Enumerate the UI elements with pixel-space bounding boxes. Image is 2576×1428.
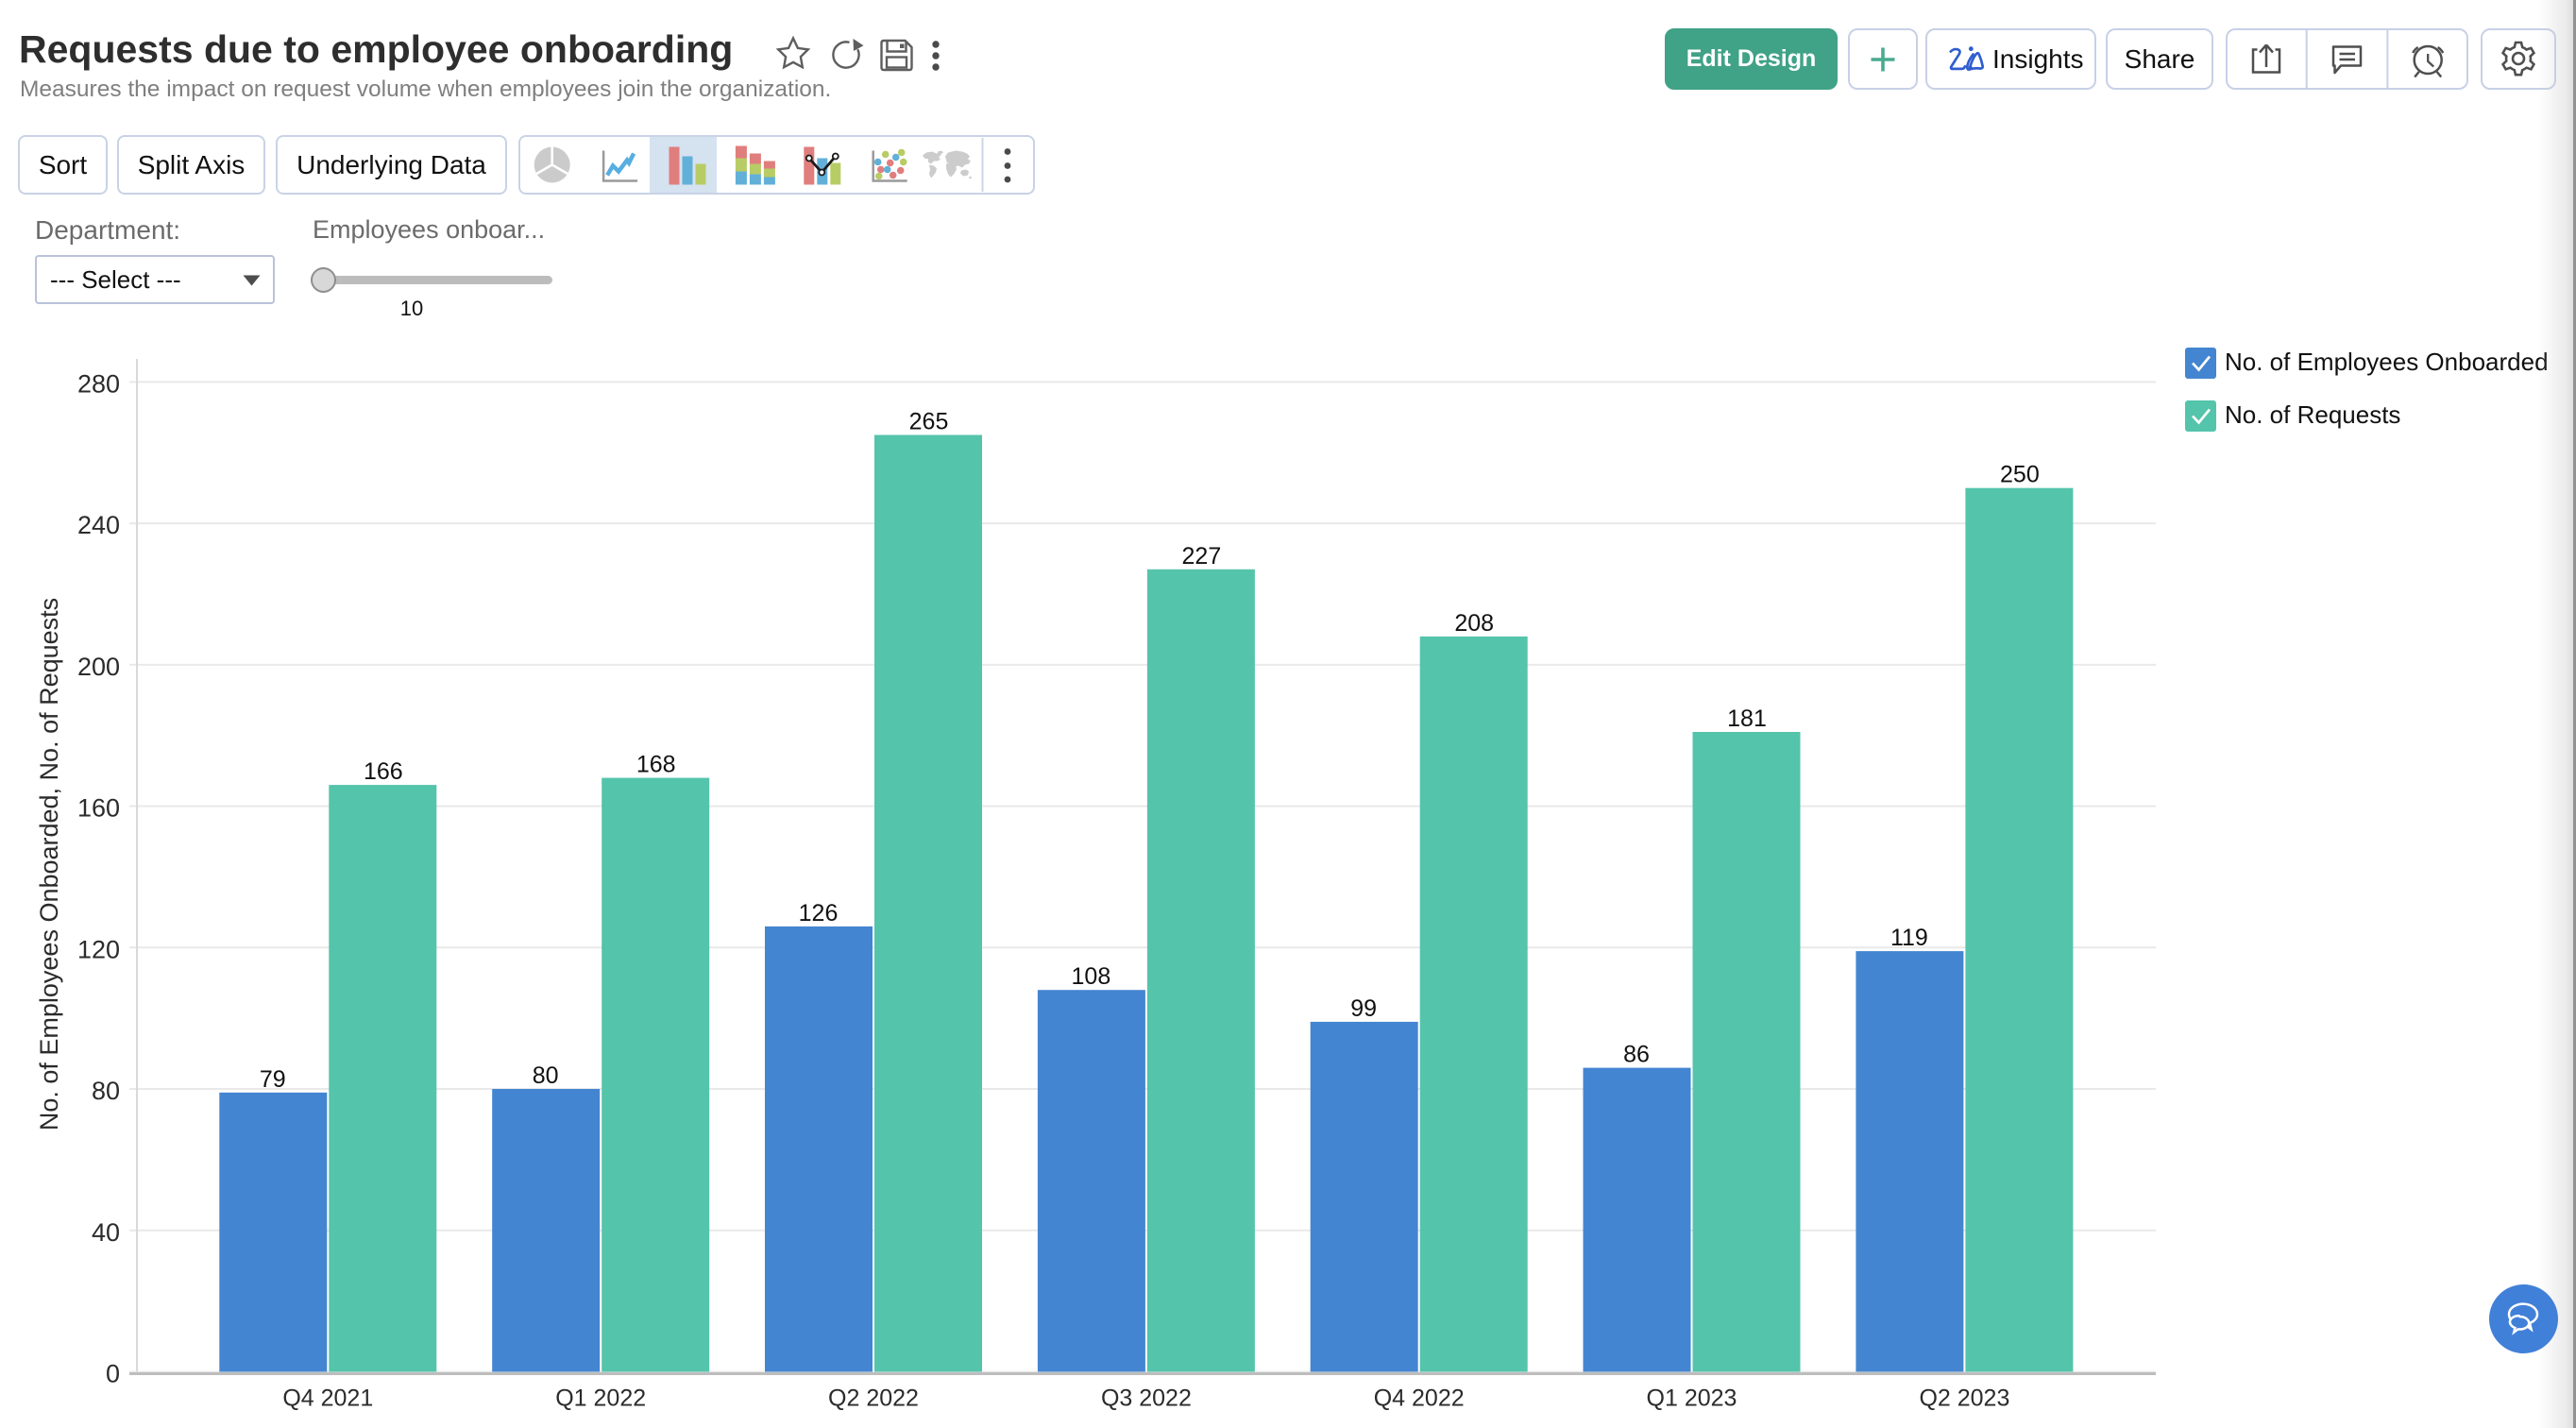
- svg-text:126: 126: [799, 900, 839, 926]
- svg-text:200: 200: [77, 653, 120, 681]
- svg-text:168: 168: [636, 752, 676, 778]
- svg-text:No. of Requests: No. of Requests: [2225, 400, 2400, 429]
- svg-text:240: 240: [77, 511, 120, 539]
- svg-text:Q3 2022: Q3 2022: [1101, 1386, 1192, 1412]
- svg-text:120: 120: [77, 935, 120, 963]
- svg-text:181: 181: [1727, 706, 1767, 732]
- svg-text:Q2 2023: Q2 2023: [1919, 1386, 2009, 1412]
- svg-text:Q4 2021: Q4 2021: [282, 1386, 373, 1412]
- svg-text:80: 80: [92, 1077, 120, 1105]
- svg-text:No. of Employees Onboarded: No. of Employees Onboarded: [2225, 348, 2549, 376]
- svg-text:265: 265: [909, 409, 949, 435]
- svg-text:Q4 2022: Q4 2022: [1374, 1386, 1465, 1412]
- svg-text:Q1 2023: Q1 2023: [1647, 1386, 1737, 1412]
- svg-text:280: 280: [77, 369, 120, 398]
- svg-text:Q2 2022: Q2 2022: [828, 1386, 919, 1412]
- svg-text:108: 108: [1072, 963, 1111, 990]
- svg-text:160: 160: [77, 794, 120, 823]
- svg-text:208: 208: [1454, 610, 1494, 637]
- svg-text:0: 0: [106, 1360, 120, 1388]
- svg-text:166: 166: [364, 758, 403, 785]
- svg-text:Q1 2022: Q1 2022: [555, 1386, 646, 1412]
- svg-text:119: 119: [1890, 925, 1928, 951]
- svg-text:227: 227: [1182, 543, 1222, 570]
- svg-text:86: 86: [1623, 1042, 1650, 1068]
- svg-text:80: 80: [533, 1062, 559, 1089]
- svg-text:250: 250: [2000, 462, 2040, 488]
- svg-text:40: 40: [92, 1218, 120, 1247]
- svg-text:No. of Employees Onboarded, No: No. of Employees Onboarded, No. of Reque…: [35, 598, 63, 1130]
- svg-text:99: 99: [1350, 995, 1377, 1022]
- svg-text:79: 79: [260, 1066, 286, 1093]
